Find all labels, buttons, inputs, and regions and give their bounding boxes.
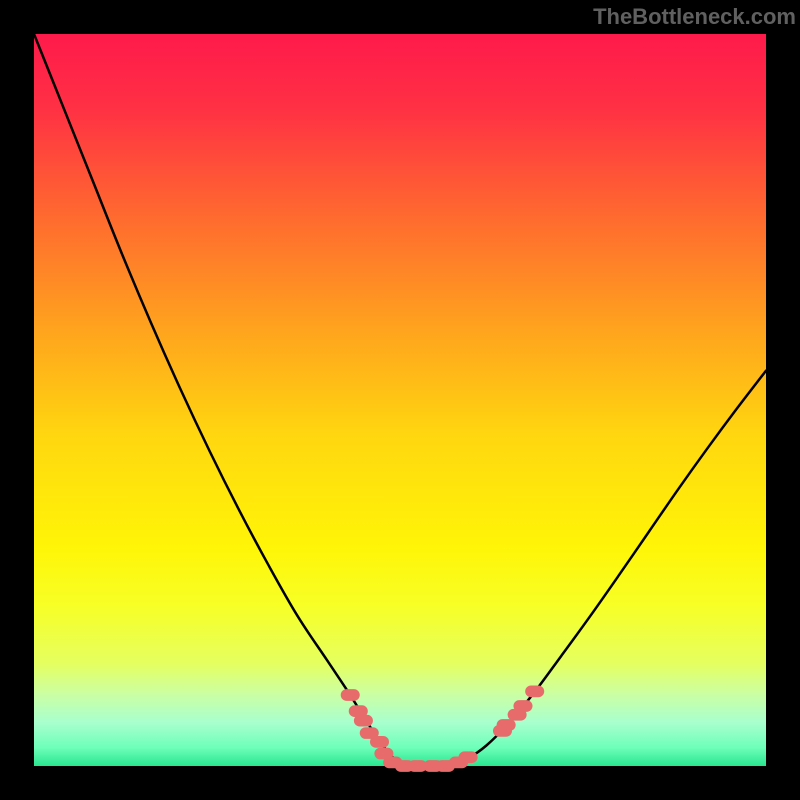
plot-area bbox=[34, 34, 766, 766]
outer-frame: TheBottleneck.com bbox=[0, 0, 800, 800]
watermark-text: TheBottleneck.com bbox=[593, 4, 796, 30]
